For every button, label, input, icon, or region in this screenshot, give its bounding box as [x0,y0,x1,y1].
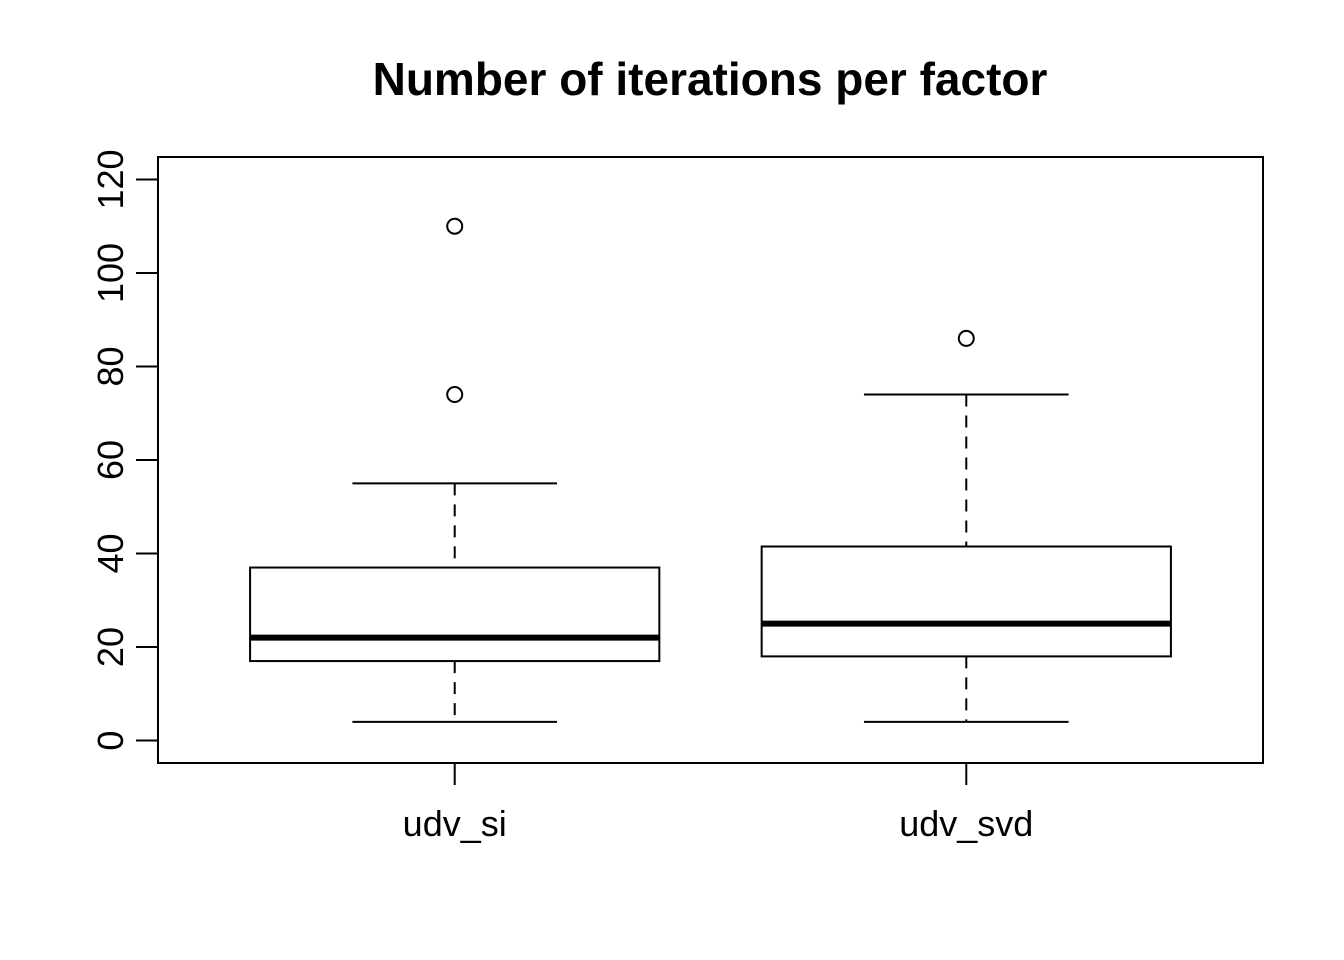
outlier-point [446,217,464,235]
y-tick-label: 20 [90,627,131,667]
x-category-label: udv_svd [899,803,1033,844]
y-tick-label: 60 [90,440,131,480]
outlier-point [446,386,464,404]
boxplot-udv_svd [760,329,1172,723]
x-category-label: udv_si [403,803,507,844]
plot-area: 0 20 40 60 80 100 120 udv_si udv_svd [90,149,1264,844]
y-tick-label: 80 [90,346,131,386]
plot-border [157,156,1264,764]
outlier-point [957,329,975,347]
y-tick-label: 120 [90,149,131,209]
y-tick-label: 0 [90,731,131,751]
y-tick-label: 100 [90,243,131,303]
iqr-box [760,545,1172,658]
chart-title: Number of iterations per factor [373,53,1048,105]
iqr-box [249,566,661,663]
boxplot-udv_si [249,217,661,723]
y-tick-label: 40 [90,533,131,573]
